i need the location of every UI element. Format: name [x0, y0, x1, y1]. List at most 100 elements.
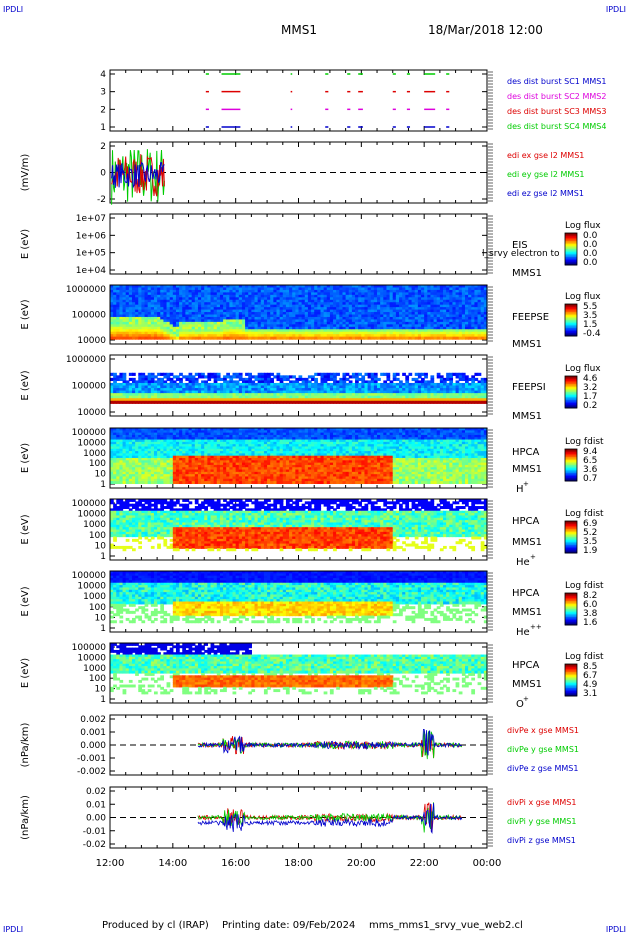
- spectrogram-cell: [279, 292, 284, 296]
- spectrogram-cell: [417, 289, 422, 293]
- spectrogram-cell: [160, 395, 165, 399]
- spectrogram-cell: [169, 285, 174, 289]
- spectrogram-cell: [408, 307, 413, 311]
- spectrogram-cell: [474, 304, 479, 308]
- spectrogram-cell: [153, 329, 158, 333]
- spectrogram-cell: [223, 377, 227, 382]
- spectrogram-cell: [172, 400, 177, 404]
- spectrogram-cell: [175, 385, 180, 389]
- spectrogram-cell: [119, 395, 124, 399]
- series-label: edi ey gse l2 MMS1: [507, 170, 585, 179]
- spectrogram-cell: [141, 390, 146, 394]
- colorbar-cell: [565, 310, 577, 313]
- spectrogram-cell: [336, 321, 340, 325]
- spectrogram-cell: [263, 336, 268, 340]
- spectrogram-cell: [342, 390, 347, 394]
- spectrogram-cell: [292, 299, 296, 303]
- spectrogram-cell: [241, 334, 246, 338]
- spectrogram-cell: [395, 297, 400, 301]
- spectrogram-cell: [446, 299, 450, 303]
- spectrogram-cell: [128, 289, 133, 293]
- spectrogram-cell: [355, 294, 359, 298]
- spectrogram-cell: [314, 331, 318, 335]
- spectrogram-cell: [323, 324, 328, 328]
- spectrogram-cell: [301, 285, 306, 289]
- spectrogram-cell: [270, 385, 274, 389]
- spectrogram-cell: [282, 319, 287, 323]
- spectrogram-cell: [282, 309, 287, 313]
- spectrogram-cell: [289, 326, 293, 330]
- spectrogram-cell: [166, 324, 171, 328]
- spectrogram-cell: [232, 331, 237, 335]
- spectrogram-cell: [358, 316, 362, 321]
- spectrogram-cell: [358, 336, 362, 340]
- spectrogram-cell: [380, 302, 384, 306]
- spectrogram-cell: [361, 312, 366, 316]
- spectrogram-cell: [273, 375, 278, 379]
- spectrogram-cell: [188, 382, 193, 387]
- spectrogram-cell: [254, 294, 259, 298]
- spectrogram-cell: [166, 398, 171, 402]
- spectrogram-cell: [480, 316, 485, 321]
- spectrogram-cell: [465, 336, 469, 340]
- spectrogram-cell: [279, 307, 284, 311]
- colorbar-cell: [565, 308, 577, 311]
- spectrogram-cell: [169, 324, 174, 328]
- spectrogram-cell: [389, 329, 394, 333]
- spectrogram-cell: [311, 390, 315, 394]
- spectrogram-cell: [169, 307, 174, 311]
- spectrogram-cell: [323, 331, 328, 335]
- spectrogram-cell: [433, 321, 438, 325]
- spectrogram-cell: [147, 316, 152, 321]
- colorbar-cell: [565, 247, 577, 250]
- spectrogram-cell: [436, 307, 441, 311]
- spectrogram-cell: [314, 289, 318, 293]
- spectrogram-cell: [213, 390, 218, 394]
- spectrogram-cell: [276, 326, 281, 330]
- spectrogram-cell: [263, 302, 268, 306]
- spectrogram-cell: [153, 382, 158, 387]
- spectrogram-cell: [307, 314, 312, 318]
- spectrogram-cell: [135, 307, 139, 311]
- spectrogram-cell: [329, 316, 334, 321]
- spectrogram-cell: [342, 382, 347, 387]
- spectrogram-cell: [267, 326, 271, 330]
- spectrogram-cell: [465, 285, 469, 289]
- spectrogram-cell: [336, 372, 340, 376]
- spectrogram-cell: [449, 287, 454, 291]
- spectrogram-cell: [461, 297, 466, 301]
- spectrogram-cell: [245, 316, 249, 321]
- spectrogram-cell: [386, 289, 391, 293]
- spectrogram-cell: [446, 331, 450, 335]
- spectrogram-cell: [405, 321, 410, 325]
- spectrogram-cell: [119, 287, 124, 291]
- spectrogram-cell: [392, 326, 397, 330]
- spectrogram-cell: [260, 294, 265, 298]
- spectrogram-cell: [480, 302, 485, 306]
- spectrogram-cell: [122, 316, 127, 321]
- spectrogram-cell: [232, 312, 237, 316]
- spectrogram-cell: [304, 321, 309, 325]
- spectrogram-cell: [430, 299, 435, 303]
- spectrogram-cell: [172, 292, 177, 296]
- spectrogram-cell: [125, 292, 130, 296]
- spectrogram-cell: [292, 382, 296, 387]
- spectrogram-cell: [185, 393, 190, 397]
- spectrogram-cell: [166, 331, 171, 335]
- spectrogram-cell: [342, 385, 347, 389]
- spectrogram-cell: [317, 393, 322, 397]
- spectrogram-cell: [317, 395, 322, 399]
- spectrogram-cell: [254, 398, 259, 402]
- spectrogram-cell: [380, 292, 384, 296]
- spectrogram-cell: [213, 302, 218, 306]
- colorbar-cell: [565, 318, 577, 321]
- spectrogram-cell: [358, 321, 362, 325]
- spectrogram-cell: [125, 385, 130, 389]
- spectrogram-cell: [248, 292, 252, 296]
- spectrogram-cell: [417, 309, 422, 313]
- spectrogram-cell: [270, 336, 274, 340]
- spectrogram-cell: [386, 297, 391, 301]
- spectrogram-cell: [219, 289, 224, 293]
- spectrogram-cell: [241, 382, 246, 387]
- colorbar-cell: [565, 258, 577, 261]
